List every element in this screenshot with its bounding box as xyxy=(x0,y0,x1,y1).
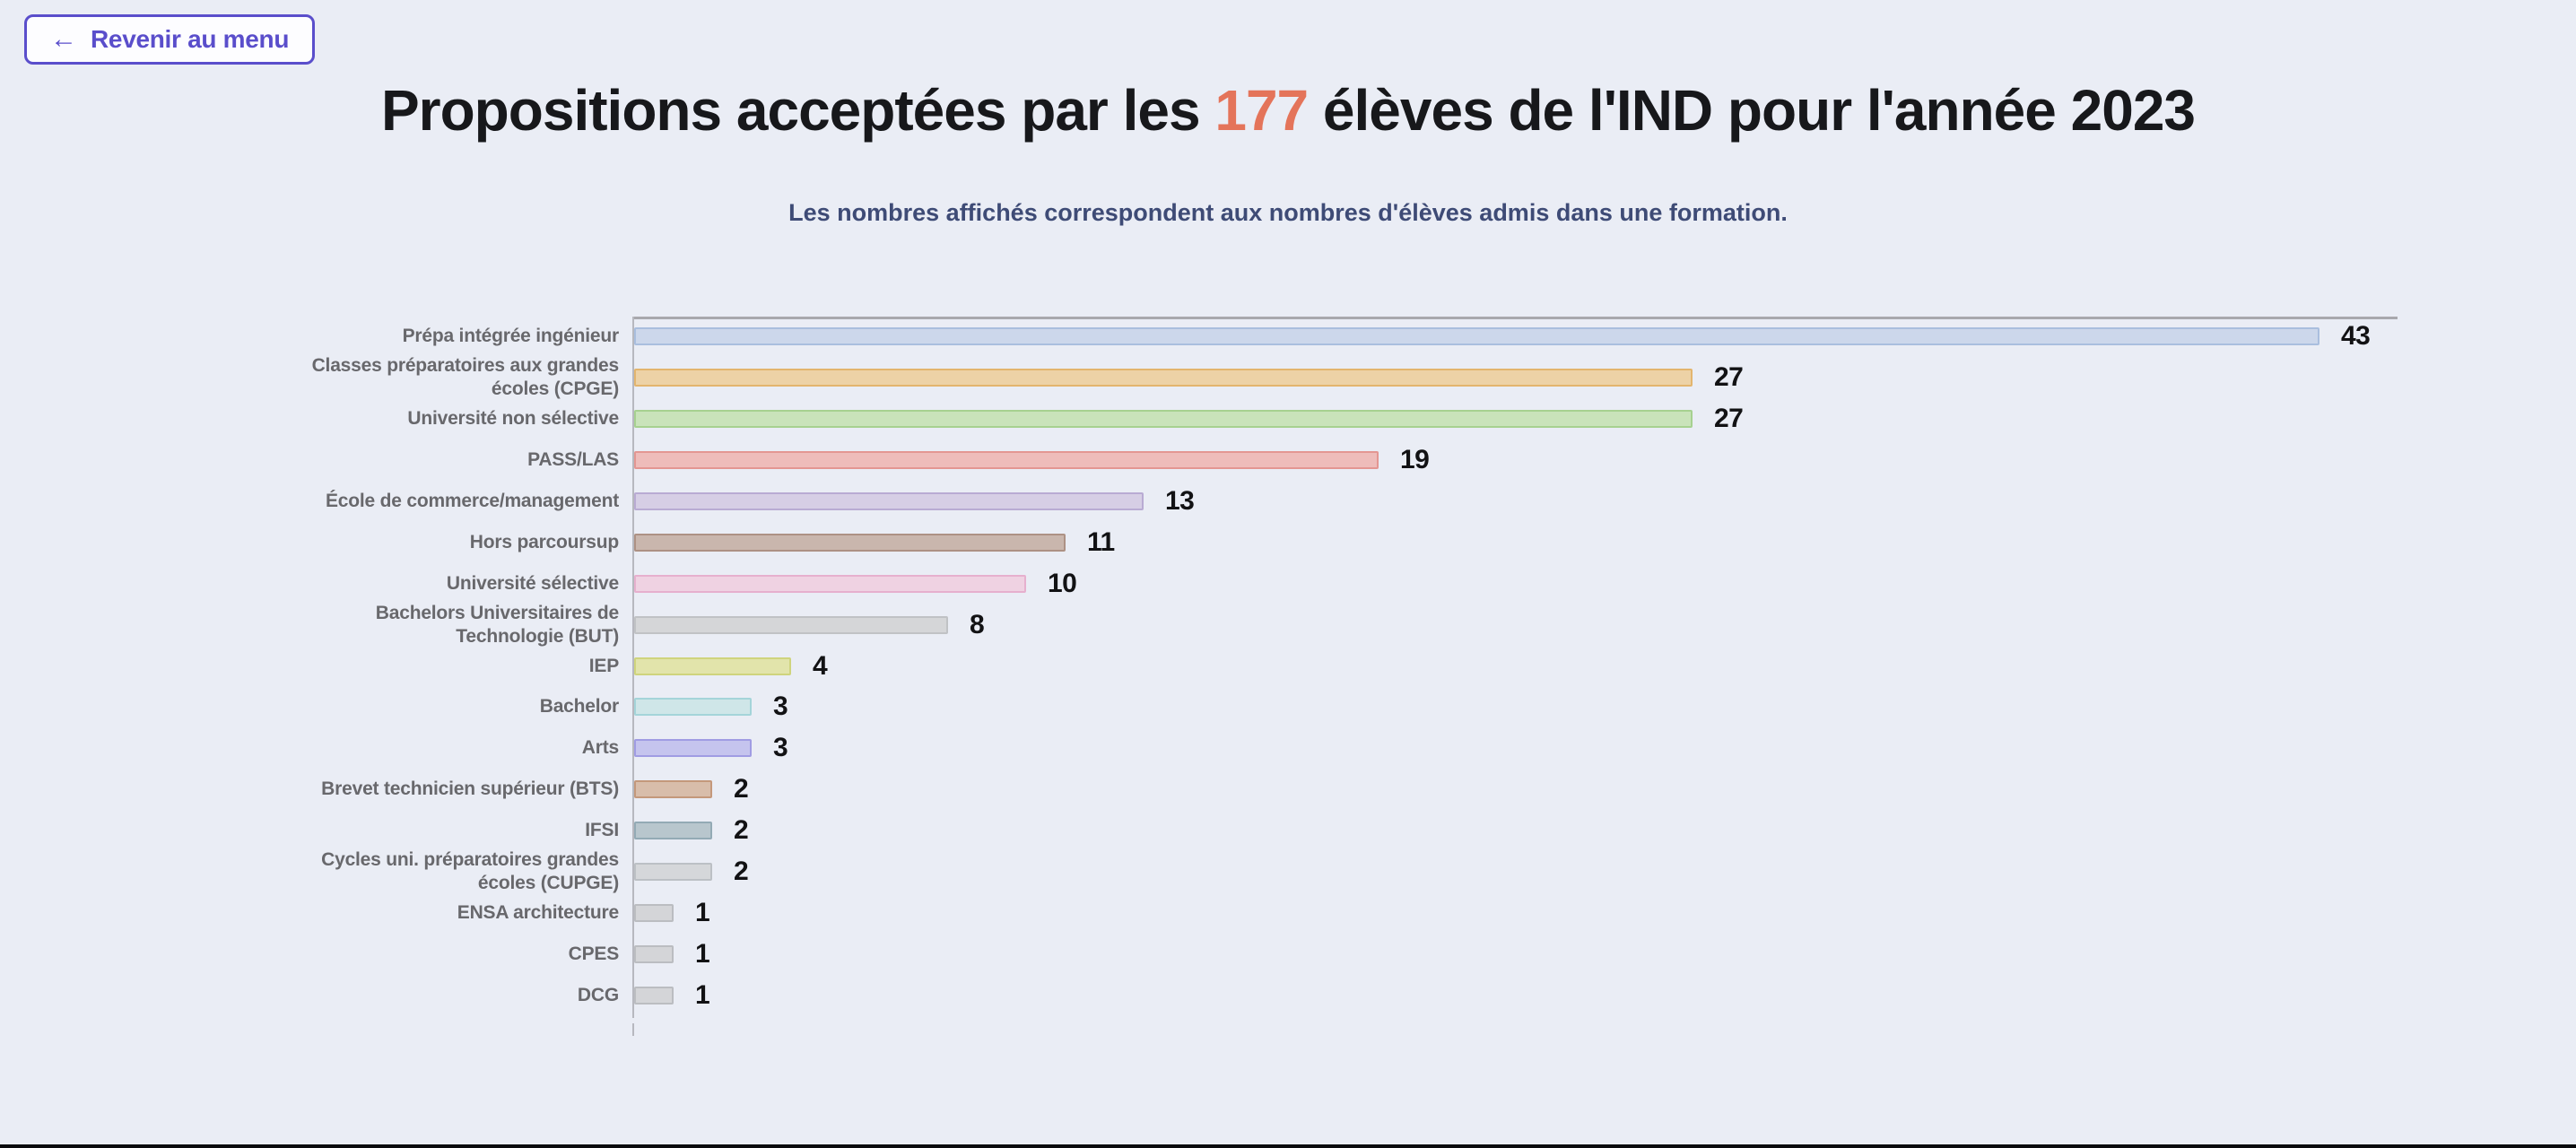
bar xyxy=(634,491,1144,510)
value-label: 43 xyxy=(2341,321,2371,351)
y-axis-tick xyxy=(632,1023,634,1036)
category-label: Brevet technicien supérieur (BTS) xyxy=(321,778,619,800)
bar-row: École de commerce/management 13 xyxy=(0,481,2576,522)
category-label: Classes préparatoires aux grandes écoles… xyxy=(311,354,620,399)
back-to-menu-button[interactable]: ← Revenir au menu xyxy=(24,14,316,65)
bar-row: Prépa intégrée ingénieur 43 xyxy=(0,316,2576,357)
bar-row: IFSI 2 xyxy=(0,810,2576,851)
bar xyxy=(634,945,674,964)
bar-row: CPES 1 xyxy=(0,934,2576,975)
x-axis-line xyxy=(632,317,2398,319)
value-label: 27 xyxy=(1714,403,1744,433)
bar xyxy=(634,574,1026,593)
bar-row: Arts 3 xyxy=(0,727,2576,769)
bar xyxy=(634,863,712,882)
bar xyxy=(634,987,674,1005)
category-label: Prépa intégrée ingénieur xyxy=(402,326,620,346)
value-label: 27 xyxy=(1714,361,1744,392)
bar-row: Bachelors Universitaires de Technologie … xyxy=(0,602,2576,647)
value-label: 11 xyxy=(1087,526,1115,557)
bar-row: Hors parcoursup 11 xyxy=(0,522,2576,563)
bar xyxy=(634,698,752,717)
bar-row: Classes préparatoires aux grandes écoles… xyxy=(0,354,2576,399)
bar xyxy=(634,409,1693,428)
value-label: 2 xyxy=(734,774,749,804)
value-label: 13 xyxy=(1165,485,1195,516)
category-label: Bachelor xyxy=(539,696,619,718)
title-student-count: 177 xyxy=(1214,78,1309,143)
bar xyxy=(634,657,791,675)
value-label: 19 xyxy=(1400,444,1430,474)
window-bottom-edge xyxy=(0,1144,2576,1148)
category-label: IEP xyxy=(588,655,619,676)
category-label: CPES xyxy=(568,944,620,965)
title-prefix: Propositions acceptées par les xyxy=(380,78,1215,143)
bar xyxy=(634,450,1379,469)
bar-row: Cycles uni. préparatoires grandes écoles… xyxy=(0,849,2576,894)
chart-subtitle: Les nombres affichés correspondent aux n… xyxy=(788,199,1788,226)
bar-row: PASS/LAS 19 xyxy=(0,439,2576,481)
value-label: 8 xyxy=(970,609,985,639)
y-axis-line xyxy=(632,317,634,1018)
category-label: Hors parcoursup xyxy=(469,531,619,552)
bar xyxy=(634,327,2319,345)
category-label: Cycles uni. préparatoires grandes écoles… xyxy=(321,849,619,894)
bar xyxy=(634,615,948,634)
value-label: 2 xyxy=(734,857,749,887)
category-label: ENSA architecture xyxy=(457,902,619,924)
bar-row: Université non sélective 27 xyxy=(0,398,2576,439)
bar-chart: Prépa intégrée ingénieur 43 Classes prépar… xyxy=(0,317,2576,1045)
bar-row: Université sélective 10 xyxy=(0,563,2576,604)
category-label: PASS/LAS xyxy=(527,448,619,470)
title-suffix: élèves de l'IND pour l'année 2023 xyxy=(1308,78,2196,143)
bar-row: IEP 4 xyxy=(0,646,2576,687)
value-label: 10 xyxy=(1048,568,1077,598)
category-label: IFSI xyxy=(585,820,619,841)
bar xyxy=(634,533,1066,552)
category-label: Université non sélective xyxy=(407,407,619,429)
bar xyxy=(634,739,752,758)
bar-row: ENSA architecture 1 xyxy=(0,892,2576,934)
value-label: 3 xyxy=(773,691,788,722)
bar-row: Bachelor 3 xyxy=(0,686,2576,727)
bar-row: Brevet technicien supérieur (BTS) 2 xyxy=(0,769,2576,810)
category-label: DCG xyxy=(577,985,619,1006)
left-arrow-icon: ← xyxy=(50,24,77,54)
category-label: Université sélective xyxy=(446,572,619,594)
bar xyxy=(634,822,712,840)
value-label: 4 xyxy=(813,650,828,681)
value-label: 1 xyxy=(695,980,710,1011)
bar xyxy=(634,780,712,799)
back-to-menu-label: Revenir au menu xyxy=(91,25,290,53)
category-label: École de commerce/management xyxy=(325,490,619,511)
value-label: 3 xyxy=(773,733,788,763)
value-label: 2 xyxy=(734,815,749,846)
bar-row: DCG 1 xyxy=(0,975,2576,1016)
page-title: Propositions acceptées par les 177 élève… xyxy=(0,77,2576,144)
bar xyxy=(634,368,1693,387)
category-label: Bachelors Universitaires de Technologie … xyxy=(375,602,619,647)
category-label: Arts xyxy=(581,737,619,759)
bar xyxy=(634,904,674,923)
value-label: 1 xyxy=(695,939,710,970)
value-label: 1 xyxy=(695,898,710,928)
